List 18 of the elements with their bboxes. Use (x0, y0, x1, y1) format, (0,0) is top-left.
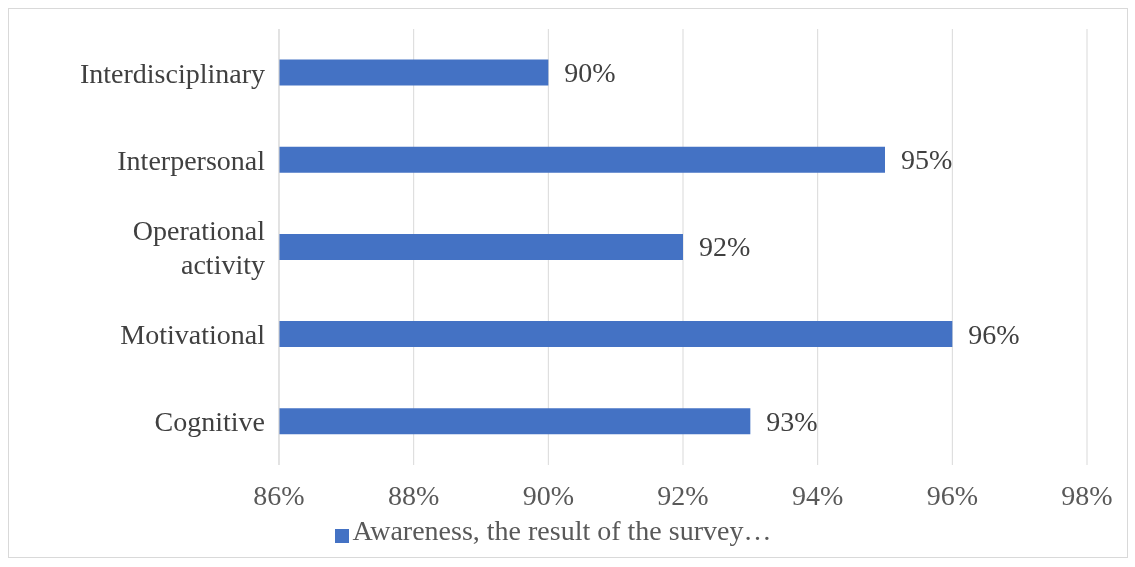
y-tick-label: Interpersonal (117, 144, 266, 176)
data-label: 90% (564, 57, 616, 89)
x-tick-label: 96% (926, 479, 978, 511)
x-tick-label: 88% (388, 479, 440, 511)
legend-label: Awareness, the result of the survey… (352, 515, 772, 546)
y-tick-label: Cognitive (154, 405, 265, 437)
y-tick-label: Operational activity (132, 214, 266, 280)
data-label: 95% (901, 144, 953, 176)
x-tick-label: 86% (253, 479, 305, 511)
data-label: 92% (699, 231, 751, 263)
x-tick-label: 90% (522, 479, 574, 511)
y-tick-label: Motivational (120, 318, 266, 350)
y-tick-label: Interdisciplinary (79, 57, 265, 89)
data-label: 96% (968, 318, 1020, 350)
data-label: 93% (766, 405, 818, 437)
x-tick-label: 94% (792, 479, 844, 511)
x-tick-label: 98% (1061, 479, 1113, 511)
x-tick-label: 92% (657, 479, 709, 511)
